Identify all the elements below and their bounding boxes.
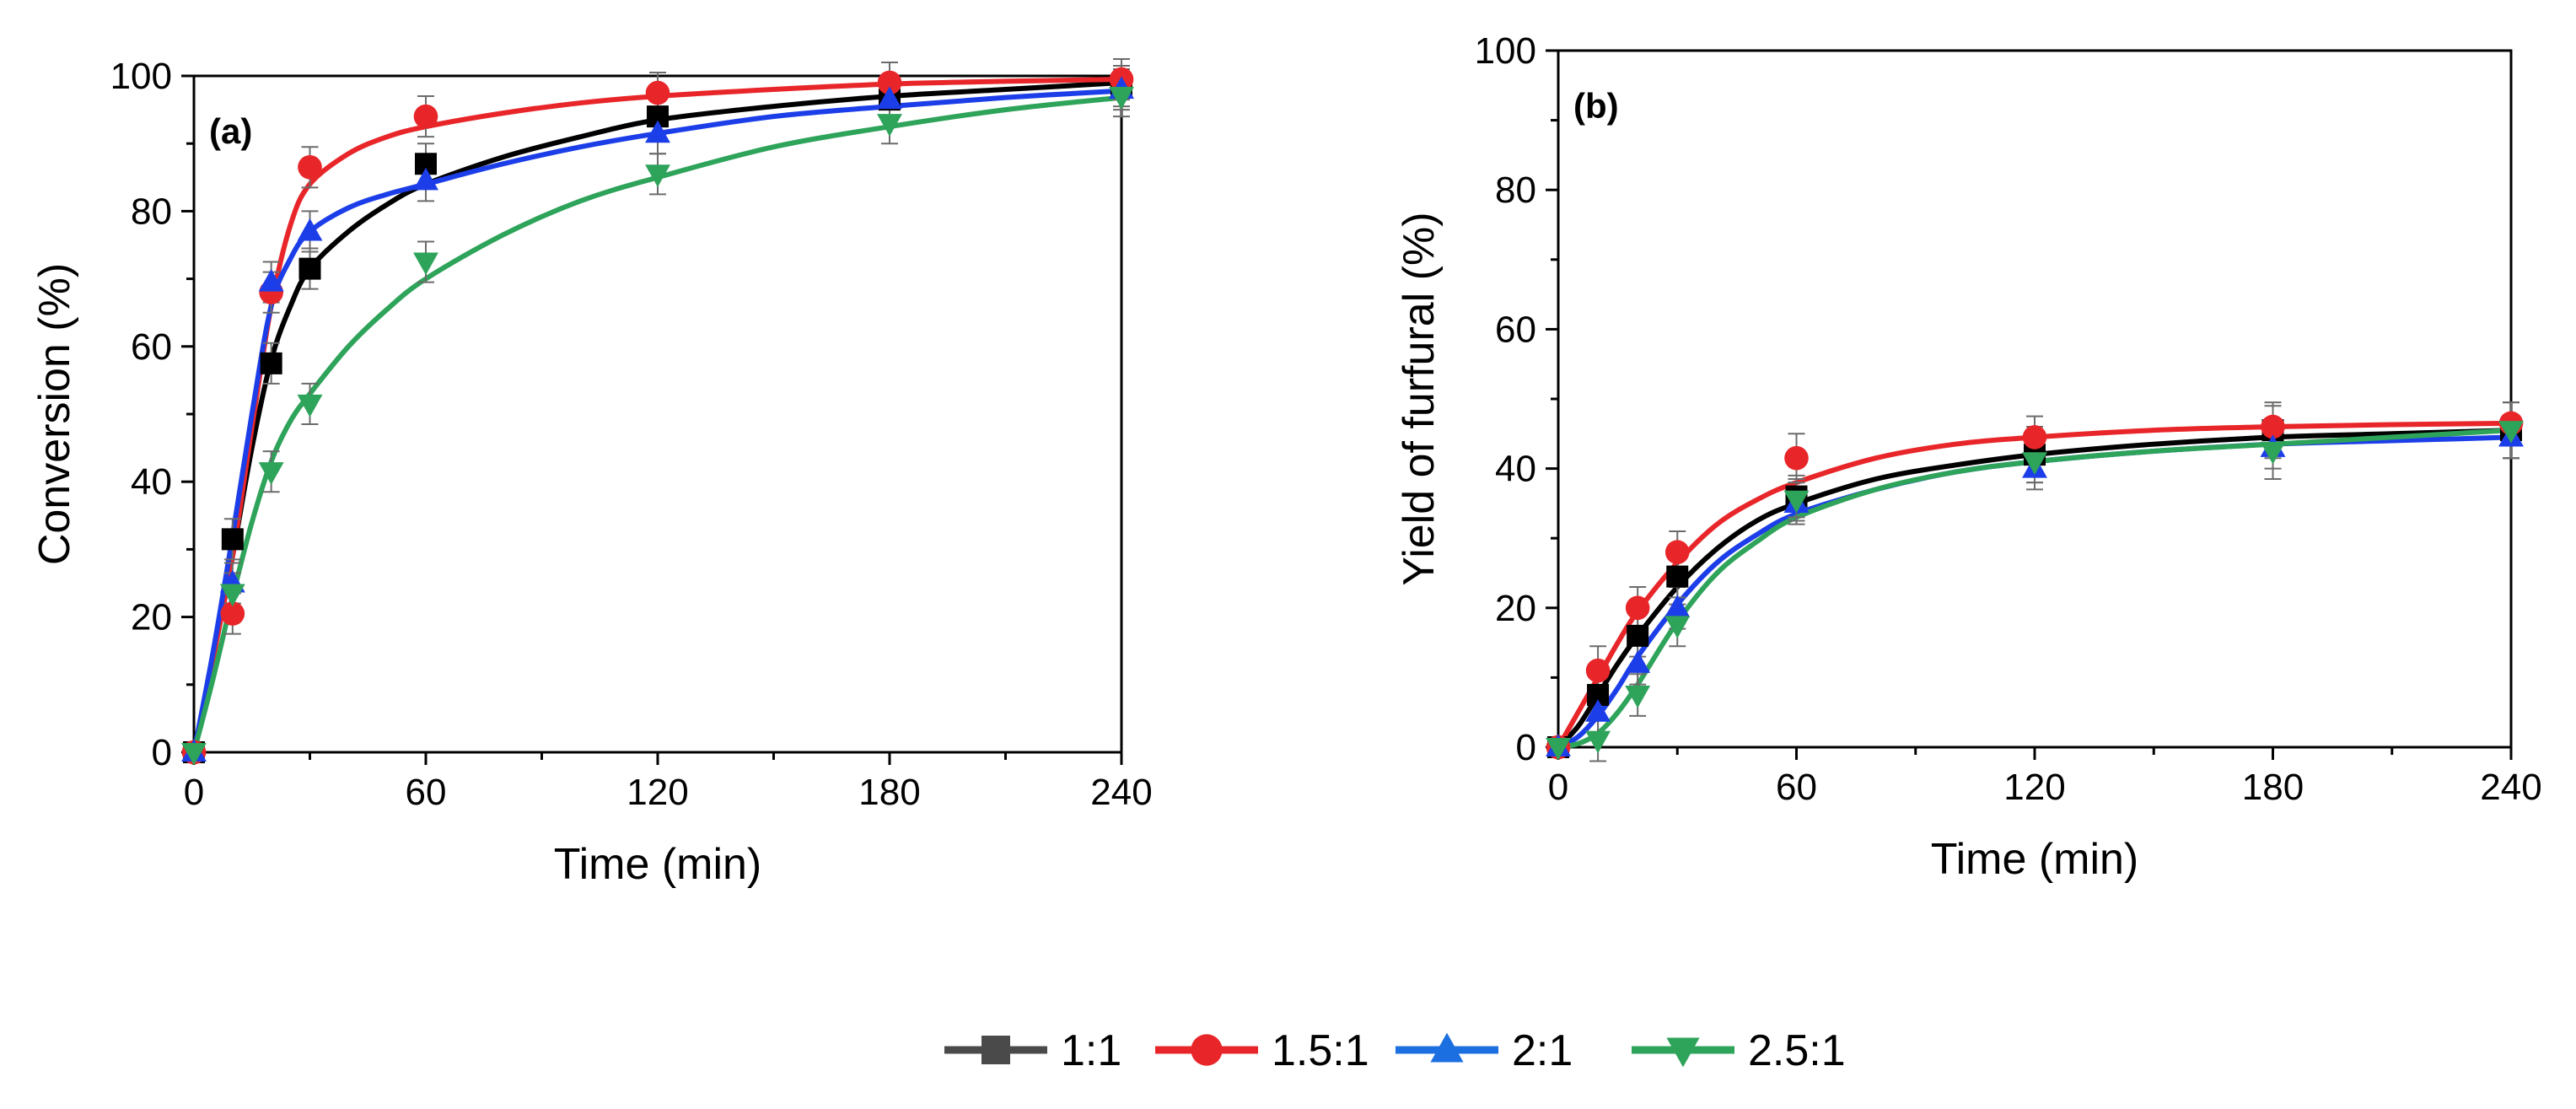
y-tick-label: 80 [1495, 170, 1536, 211]
data-point-2:1 [1585, 699, 1611, 722]
data-point-1:1 [647, 105, 669, 128]
data-point-2.5:1 [413, 252, 438, 276]
legend-label: 1.5:1 [1272, 1026, 1369, 1075]
y-tick-label: 60 [1495, 309, 1536, 350]
data-point-1:1 [221, 528, 244, 551]
data-point-2.5:1 [2260, 441, 2286, 465]
y-tick-label: 100 [110, 56, 172, 97]
legend-label: 2.5:1 [1748, 1026, 1846, 1075]
data-point-2.5:1 [297, 394, 323, 417]
data-point-1.5:1 [298, 154, 322, 180]
legend-marker [981, 1036, 1010, 1064]
data-point-2:1 [877, 86, 902, 110]
x-axis-title: Time (min) [1931, 835, 2139, 884]
x-tick-label: 240 [1090, 772, 1152, 813]
data-point-1.5:1 [2261, 414, 2285, 439]
x-axis-title: Time (min) [554, 840, 762, 889]
fit-line-1.5:1 [191, 77, 1122, 753]
fit-line-2.5:1 [191, 94, 1122, 753]
data-point-1:1 [1587, 684, 1610, 707]
data-point-1.5:1 [1784, 445, 1809, 471]
data-point-2.5:1 [1625, 686, 1651, 708]
data-point-1:1 [1666, 565, 1689, 588]
chart-panel-a: 0 60 120 180 240 0 20 40 60 80 100 Time (min) Conver… [30, 56, 1153, 889]
fit-line-2:1 [191, 88, 1122, 753]
y-tick-label: 40 [1495, 449, 1536, 490]
x-tick-label: 0 [1548, 767, 1568, 808]
data-point-2.5:1 [1546, 737, 1571, 761]
data-point-2.5:1 [219, 584, 245, 607]
legend-item-2.5:1: 2.5:1 [1632, 1026, 1846, 1075]
data-point-1.5:1 [413, 104, 438, 129]
x-tick-label: 180 [858, 772, 920, 813]
data-point-2.5:1 [2498, 421, 2524, 444]
y-tick-label: 20 [1495, 588, 1536, 629]
panel-label: (a) [209, 111, 252, 151]
y-tick-label: 0 [152, 732, 172, 773]
x-tick-label: 0 [184, 772, 204, 813]
y-tick-label: 20 [131, 597, 172, 638]
x-tick-label: 120 [2003, 767, 2065, 808]
data-point-2.5:1 [2022, 452, 2047, 475]
data-point-1:1 [298, 257, 321, 280]
legend-item-1:1: 1:1 [944, 1026, 1121, 1075]
legend-label: 1:1 [1061, 1026, 1121, 1075]
data-point-1.5:1 [220, 601, 245, 626]
y-axis-title: Yield of furfural (%) [1395, 212, 1444, 585]
data-point-2:1 [1664, 595, 1691, 617]
data-point-2:1 [258, 269, 284, 292]
legend-marker [1191, 1034, 1223, 1066]
legend-item-2:1: 2:1 [1396, 1026, 1573, 1075]
data-point-2:1 [645, 120, 670, 143]
y-tick-label: 100 [1475, 30, 1536, 72]
legend-marker [1430, 1032, 1464, 1063]
legend-marker [1666, 1037, 1700, 1068]
data-point-1.5:1 [877, 70, 902, 95]
data-point-1:1 [1627, 624, 1649, 647]
data-point-2.5:1 [181, 742, 207, 766]
legend: 1:1 1.5:1 2:1 2.5:1 [944, 1026, 1846, 1075]
y-tick-label: 60 [131, 326, 172, 368]
data-point-2.5:1 [877, 114, 902, 137]
data-point-2.5:1 [258, 462, 284, 485]
data-point-2.5:1 [1109, 87, 1134, 110]
y-axis-title: Conversion (%) [30, 263, 79, 565]
data-point-1:1 [415, 153, 437, 175]
legend-label: 2:1 [1512, 1026, 1573, 1075]
data-point-2.5:1 [1664, 616, 1691, 639]
data-point-1.5:1 [645, 80, 670, 105]
data-point-1.5:1 [2022, 425, 2047, 450]
data-point-1.5:1 [1664, 540, 1690, 565]
panel-label: (b) [1573, 86, 1619, 126]
data-point-2.5:1 [645, 164, 670, 187]
data-point-1:1 [260, 352, 282, 374]
data-point-1.5:1 [1585, 658, 1611, 683]
x-tick-label: 120 [627, 772, 688, 813]
data-point-2.5:1 [1783, 490, 1810, 514]
y-tick-label: 0 [1516, 727, 1536, 768]
x-tick-label: 240 [2480, 767, 2541, 808]
x-tick-label: 60 [406, 772, 447, 813]
x-tick-label: 60 [1776, 767, 1817, 808]
legend-item-1.5:1: 1.5:1 [1155, 1026, 1369, 1075]
x-tick-label: 180 [2242, 767, 2304, 808]
data-point-1.5:1 [1625, 595, 1650, 621]
y-tick-label: 40 [131, 461, 172, 503]
chart-panel-b: 0 60 120 180 240 0 20 40 60 80 100 Time (min) Yield … [1395, 30, 2542, 884]
y-tick-label: 80 [131, 191, 172, 232]
data-point-2:1 [1625, 650, 1651, 673]
data-point-2.5:1 [1585, 730, 1611, 754]
plot-frame [1557, 49, 2513, 749]
data-point-2:1 [413, 167, 438, 191]
data-point-2:1 [297, 218, 323, 241]
